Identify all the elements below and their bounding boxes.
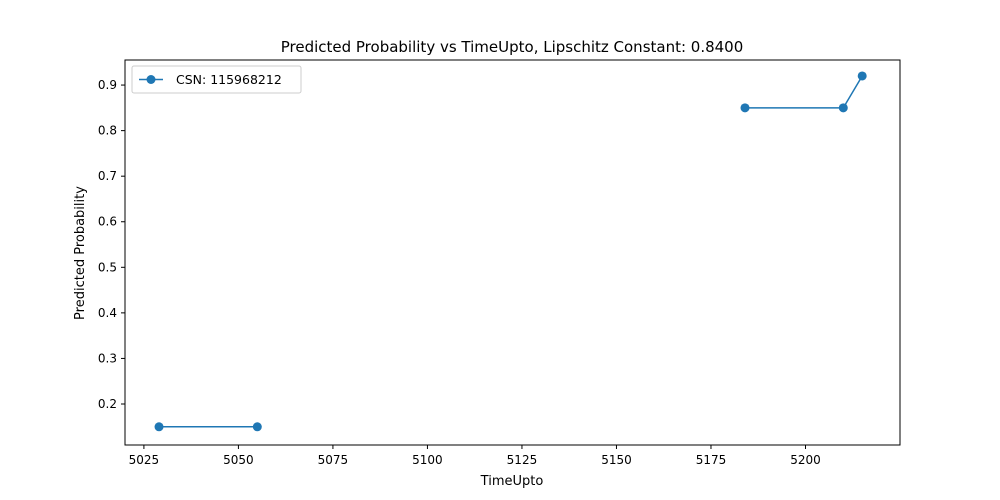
y-tick-label: 0.4 — [98, 306, 117, 320]
data-point — [740, 103, 750, 113]
series-line-segment — [744, 75, 863, 109]
data-point — [838, 103, 848, 113]
plot-border — [124, 59, 901, 446]
y-axis-label: Predicted Probability — [73, 186, 88, 320]
x-tick-label: 5075 — [318, 453, 349, 467]
y-tick-label: 0.9 — [98, 78, 117, 92]
y-tick-label: 0.8 — [98, 124, 117, 138]
series-0 — [154, 71, 867, 432]
y-tick-label: 0.7 — [98, 169, 117, 183]
y-tick-label: 0.2 — [98, 397, 117, 411]
data-point — [154, 422, 164, 432]
x-tick-label: 5175 — [696, 453, 727, 467]
y-tick-label: 0.5 — [98, 260, 117, 274]
legend-marker — [146, 75, 156, 84]
x-tick-label: 5150 — [601, 453, 632, 467]
plot-area — [124, 59, 901, 446]
y-axis: 0.2 0.3 0.4 0.5 0.6 0.7 0.8 0.9 — [98, 78, 125, 411]
x-tick-label: 5025 — [129, 453, 160, 467]
series-layer — [154, 71, 867, 432]
legend-label: CSN: 115968212 — [176, 72, 282, 87]
x-tick-label: 5200 — [790, 453, 821, 467]
y-tick-label: 0.3 — [98, 351, 117, 365]
x-axis-label: TimeUpto — [480, 474, 544, 489]
x-tick-label: 5125 — [507, 453, 538, 467]
y-tick-label: 0.6 — [98, 215, 117, 229]
legend-box — [131, 65, 302, 94]
data-point — [857, 71, 867, 81]
x-tick-label: 5050 — [223, 453, 254, 467]
legend: CSN: 115968212 — [131, 65, 302, 94]
chart-title: Predicted Probability vs TimeUpto, Lipsc… — [281, 38, 744, 56]
data-point — [252, 422, 262, 432]
x-tick-label: 5100 — [412, 453, 443, 467]
x-axis: 5025 5050 5075 5100 5125 5150 5175 5200 — [129, 445, 821, 467]
